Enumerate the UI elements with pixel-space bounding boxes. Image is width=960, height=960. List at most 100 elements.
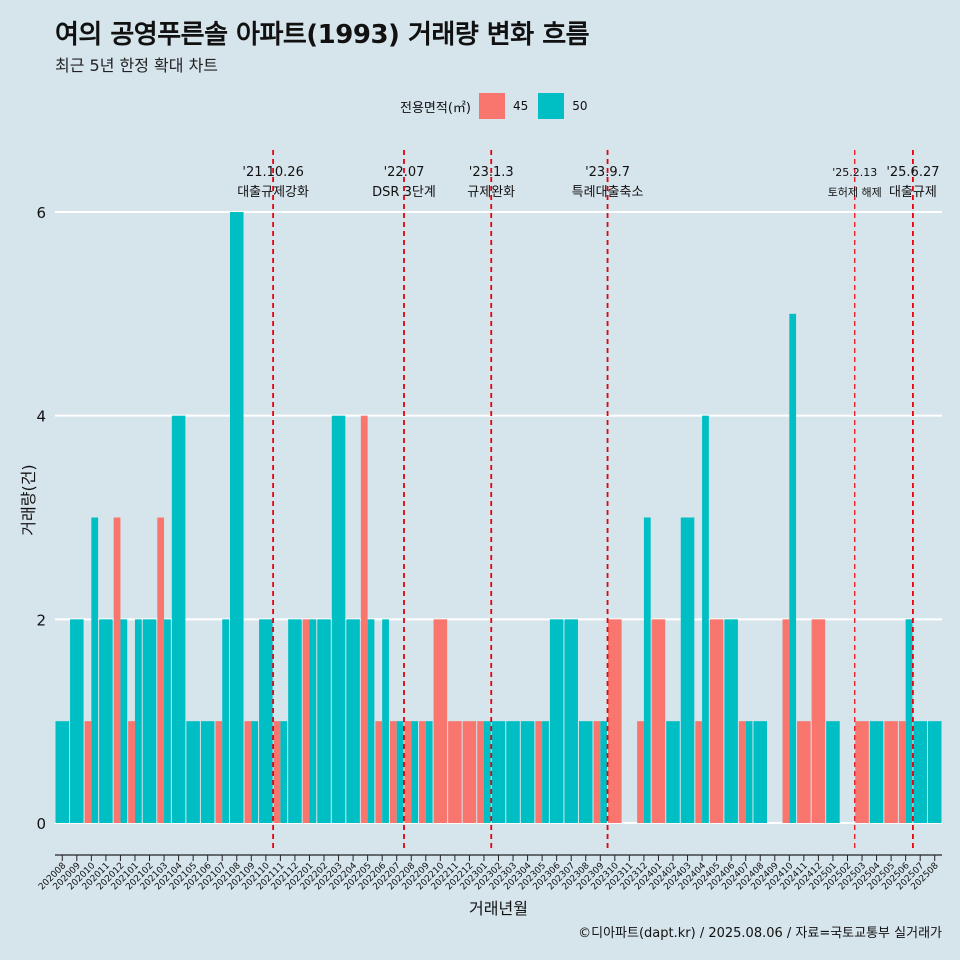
- bar-45-202405: [709, 619, 724, 823]
- event-date: '23.1.3: [469, 165, 514, 180]
- bar-50-202307: [564, 619, 578, 823]
- bar-45-202103: [157, 517, 165, 823]
- event-label: 토허제 해제: [828, 185, 882, 199]
- x-axis-title: 거래년월: [469, 899, 528, 918]
- bar-45-202210: [433, 619, 448, 823]
- bar-45-202010: [84, 721, 92, 823]
- bar-50-202112: [288, 619, 302, 823]
- bar-45-202404: [695, 721, 703, 823]
- bar-45-202301: [477, 721, 484, 823]
- bar-50-202107: [222, 619, 229, 823]
- bar-50-202108: [229, 212, 244, 823]
- bar-45-202206: [375, 721, 383, 823]
- bar-50-202302: [491, 721, 506, 823]
- event-date: '23.9.7: [585, 165, 630, 180]
- bar-50-202105: [186, 721, 200, 823]
- bar-50-202304: [520, 721, 535, 823]
- bar-50-202203: [331, 415, 346, 823]
- bar-50-202202: [317, 619, 331, 823]
- bar-50-202507: [913, 721, 927, 823]
- bar-45-202305: [535, 721, 543, 823]
- bar-50-202208: [411, 721, 419, 823]
- bar-45-202205: [360, 415, 368, 823]
- bar-45-202309: [593, 721, 601, 823]
- bar-50-202404: [702, 415, 709, 823]
- bar-50-202109: [251, 721, 259, 823]
- event-date: '22.07: [384, 165, 425, 180]
- bar-50-202309: [600, 721, 608, 823]
- legend-title: 전용면적(㎡): [400, 100, 471, 116]
- y-tick-label: 2: [36, 611, 46, 629]
- legend-key-45: [478, 93, 505, 119]
- bar-50-202306: [549, 619, 564, 823]
- legend-label-45: 45: [512, 99, 529, 113]
- bar-45-202410: [782, 619, 790, 823]
- bar-45-202412: [811, 619, 826, 823]
- bar-50-202103: [164, 619, 171, 823]
- bar-45-202312: [637, 721, 644, 823]
- bar-50-202101: [134, 619, 142, 823]
- bar-50-202508: [927, 721, 942, 823]
- bar-50-202205: [367, 619, 375, 823]
- legend-key-50: [538, 93, 565, 119]
- y-tick-label: 4: [36, 408, 46, 426]
- bar-50-202312: [643, 517, 651, 823]
- bar-45-202208: [404, 721, 412, 823]
- bar-45-202407: [738, 721, 746, 823]
- bar-50-202104: [171, 415, 186, 823]
- bar-50-202410: [789, 313, 797, 823]
- bar-50-202506: [905, 619, 913, 823]
- bar-45-202012: [113, 517, 121, 823]
- event-date: '25.2.13: [832, 166, 877, 179]
- bar-45-202211: [448, 721, 462, 823]
- bar-50-202111: [280, 721, 288, 823]
- bar-45-202411: [797, 721, 811, 823]
- bar-45-202109: [244, 721, 252, 823]
- legend: 전용면적(㎡) 45 50: [400, 93, 598, 119]
- bar-50-202305: [542, 721, 549, 823]
- y-tick-label: 6: [36, 204, 46, 222]
- bar-50-202501: [826, 721, 840, 823]
- bar-45-202505: [884, 721, 898, 823]
- bar-45-202209: [419, 721, 426, 823]
- bar-50-202106: [200, 721, 215, 823]
- bar-45-202310: [608, 619, 622, 823]
- bar-50-202207: [396, 721, 404, 823]
- bar-50-202204: [346, 619, 360, 823]
- event-label: 특례대출축소: [572, 185, 644, 200]
- bar-50-202402: [666, 721, 680, 823]
- bar-50-202303: [506, 721, 520, 823]
- bar-45-202212: [462, 721, 477, 823]
- bar-50-202102: [142, 619, 157, 823]
- source-caption: ©디아파트(dapt.kr) / 2025.08.06 / 자료=국토교통부 실…: [578, 926, 942, 941]
- chart-subtitle: 최근 5년 한정 확대 차트: [55, 56, 219, 75]
- event-label: 규제완화: [467, 185, 515, 200]
- bar-45-202506: [898, 721, 906, 823]
- bar-45-202503: [855, 721, 869, 823]
- event-label: DSR 3단계: [372, 185, 436, 200]
- bar-45-202107: [215, 721, 223, 823]
- bar-50-202206: [382, 619, 389, 823]
- bar-50-202301: [483, 721, 491, 823]
- event-label: 대출규제강화: [237, 185, 309, 200]
- bar-45-202201: [302, 619, 310, 823]
- legend-label-50: 50: [572, 99, 588, 113]
- bar-50-202010: [91, 517, 99, 823]
- bar-50-202408: [753, 721, 768, 823]
- bar-45-202401: [651, 619, 666, 823]
- event-date: '25.6.27: [886, 165, 939, 180]
- bar-50-202209: [425, 721, 433, 823]
- bar-50-202504: [869, 721, 884, 823]
- bar-45-202207: [389, 721, 397, 823]
- event-label: 대출규제: [889, 185, 937, 200]
- bar-50-202201: [309, 619, 317, 823]
- bar-50-202009: [70, 619, 84, 823]
- bar-45-202111: [273, 721, 281, 823]
- bar-50-202407: [745, 721, 753, 823]
- bar-50-202008: [55, 721, 70, 823]
- bar-50-202308: [578, 721, 593, 823]
- bar-50-202012: [120, 619, 128, 823]
- bar-50-202403: [680, 517, 695, 823]
- y-tick-label: 0: [36, 815, 46, 833]
- bar-50-202110: [259, 619, 273, 823]
